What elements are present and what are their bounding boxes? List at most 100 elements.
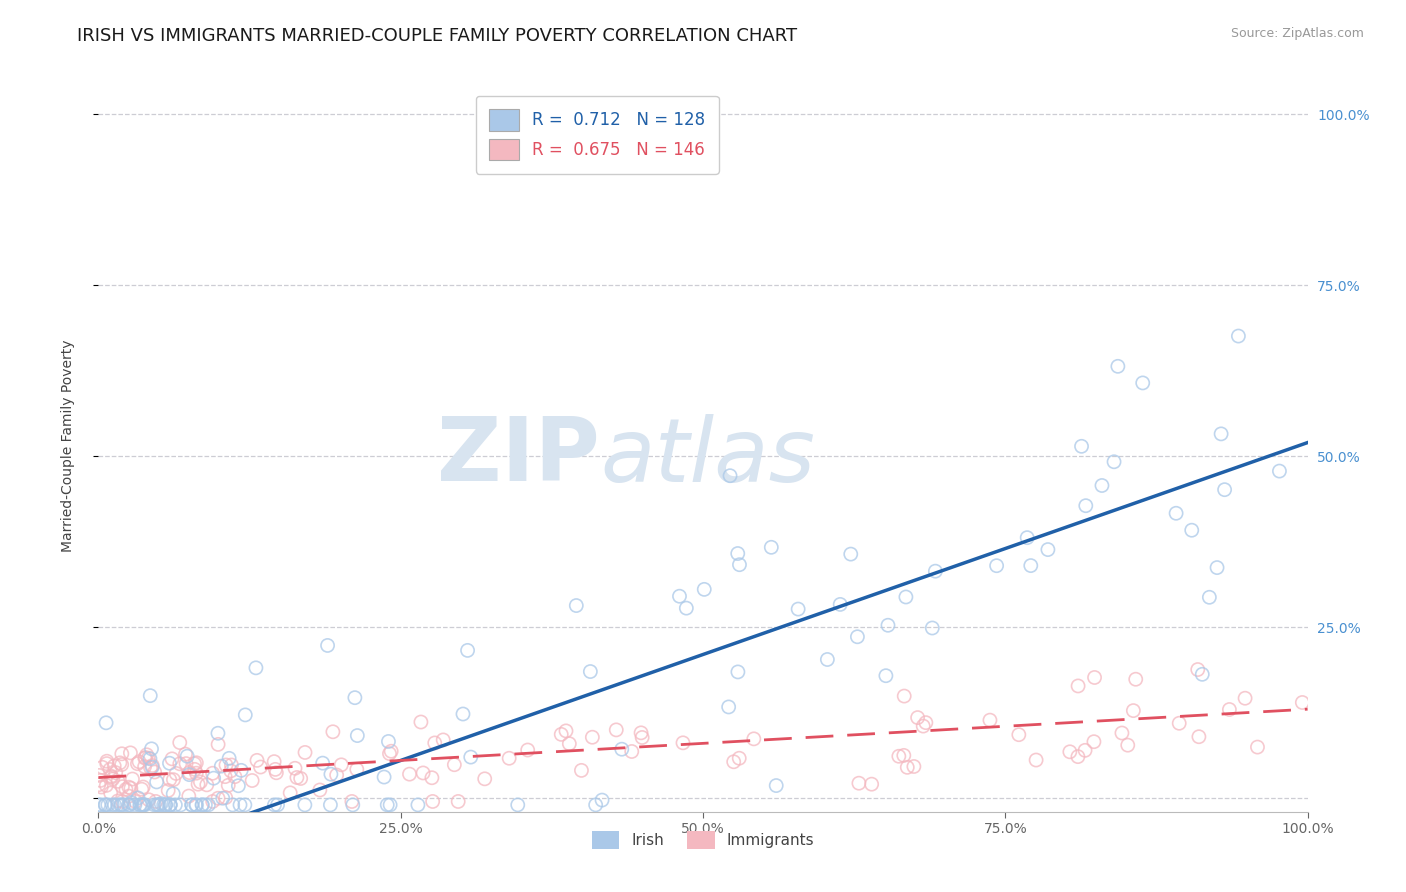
- Point: [1198, 591, 1220, 605]
- Point: [94, 715, 117, 730]
- Point: [723, 755, 745, 769]
- Point: [97, 797, 120, 812]
- Point: [316, 639, 339, 653]
- Point: [118, 797, 141, 812]
- Point: [422, 795, 444, 809]
- Point: [1074, 499, 1097, 513]
- Point: [96, 756, 118, 771]
- Point: [412, 766, 434, 780]
- Point: [1211, 426, 1233, 441]
- Point: [1116, 738, 1139, 752]
- Point: [830, 598, 852, 612]
- Point: [148, 797, 170, 812]
- Point: [111, 797, 134, 812]
- Point: [191, 797, 214, 812]
- Point: [103, 797, 125, 812]
- Point: [221, 758, 243, 772]
- Point: [127, 791, 149, 805]
- Point: [174, 747, 197, 761]
- Point: [159, 797, 181, 812]
- Point: [1111, 726, 1133, 740]
- Point: [128, 755, 150, 769]
- Point: [179, 767, 201, 781]
- Point: [765, 779, 787, 793]
- Text: IRISH VS IMMIGRANTS MARRIED-COUPLE FAMILY POVERTY CORRELATION CHART: IRISH VS IMMIGRANTS MARRIED-COUPLE FAMIL…: [77, 27, 797, 45]
- Point: [207, 726, 229, 740]
- Point: [249, 760, 271, 774]
- Point: [162, 772, 184, 787]
- Point: [672, 736, 695, 750]
- Point: [245, 661, 267, 675]
- Point: [432, 733, 454, 747]
- Point: [219, 764, 242, 778]
- Point: [375, 797, 398, 812]
- Point: [131, 782, 153, 797]
- Point: [191, 797, 214, 812]
- Point: [294, 746, 316, 760]
- Point: [555, 723, 578, 738]
- Point: [183, 756, 205, 771]
- Point: [921, 621, 943, 635]
- Point: [912, 719, 935, 733]
- Point: [197, 797, 219, 812]
- Point: [284, 761, 307, 775]
- Point: [924, 564, 946, 578]
- Point: [165, 797, 187, 812]
- Point: [134, 751, 156, 765]
- Point: [1164, 506, 1187, 520]
- Point: [620, 744, 643, 758]
- Point: [139, 689, 162, 703]
- Point: [605, 723, 627, 737]
- Point: [285, 771, 308, 785]
- Point: [207, 791, 229, 805]
- Point: [134, 750, 156, 764]
- Point: [201, 766, 224, 780]
- Point: [373, 770, 395, 784]
- Point: [498, 751, 520, 765]
- Point: [1246, 740, 1268, 755]
- Point: [176, 749, 198, 764]
- Point: [848, 776, 870, 790]
- Point: [110, 797, 132, 812]
- Point: [728, 751, 751, 765]
- Point: [1067, 749, 1090, 764]
- Legend: Irish, Immigrants: Irish, Immigrants: [585, 824, 821, 855]
- Point: [319, 767, 342, 781]
- Point: [134, 797, 156, 812]
- Point: [1291, 696, 1313, 710]
- Point: [727, 665, 749, 679]
- Point: [145, 797, 167, 812]
- Point: [1132, 376, 1154, 390]
- Point: [160, 752, 183, 766]
- Point: [409, 714, 432, 729]
- Point: [309, 783, 332, 797]
- Point: [129, 797, 152, 812]
- Point: [177, 789, 200, 803]
- Point: [159, 772, 181, 787]
- Point: [214, 770, 236, 784]
- Point: [139, 752, 162, 766]
- Point: [610, 742, 633, 756]
- Point: [103, 759, 125, 773]
- Point: [159, 797, 181, 812]
- Point: [346, 763, 368, 777]
- Point: [761, 541, 783, 555]
- Point: [1168, 716, 1191, 731]
- Point: [87, 768, 110, 782]
- Point: [558, 737, 581, 751]
- Point: [183, 763, 205, 777]
- Point: [120, 781, 142, 796]
- Point: [264, 763, 287, 777]
- Point: [915, 715, 938, 730]
- Point: [145, 795, 167, 809]
- Point: [90, 797, 112, 812]
- Point: [377, 734, 399, 748]
- Point: [457, 643, 479, 657]
- Point: [815, 652, 838, 666]
- Point: [322, 724, 344, 739]
- Point: [717, 700, 740, 714]
- Point: [215, 790, 238, 805]
- Point: [294, 797, 316, 812]
- Point: [231, 764, 253, 778]
- Point: [342, 797, 364, 812]
